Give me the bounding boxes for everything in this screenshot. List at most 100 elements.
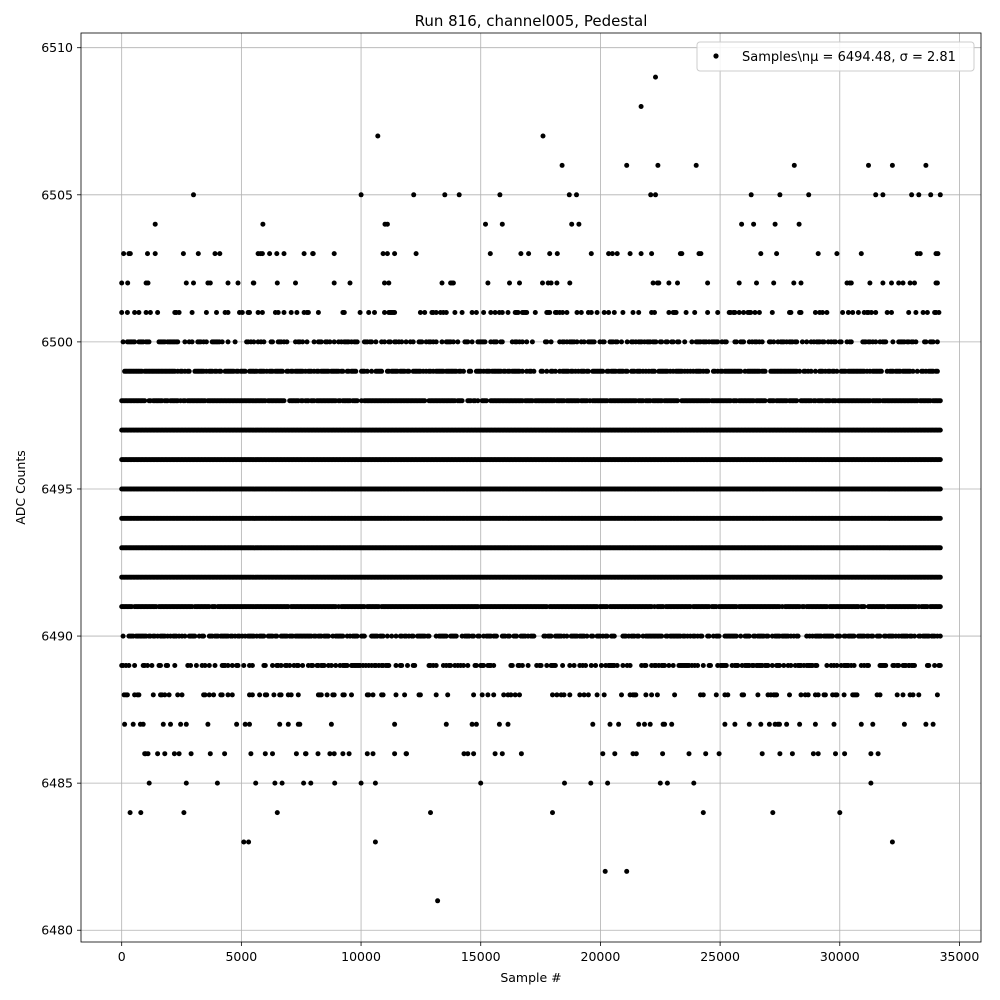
data-point [736,310,742,315]
data-point [920,310,926,315]
data-point [820,310,825,315]
data-point [387,339,393,345]
data-point [136,310,142,315]
data-point [124,310,130,315]
data-point [937,515,943,521]
data-point [469,339,475,345]
data-point [189,339,195,345]
data-point [624,339,630,345]
data-point [889,310,894,315]
data-point [588,310,594,315]
data-point [689,339,695,345]
data-point [540,368,545,374]
data-point [294,310,300,315]
data-point [619,339,624,345]
data-point [364,368,370,374]
data-point [715,339,721,345]
data-point [357,310,363,315]
data-point [934,368,940,374]
data-point [331,339,337,345]
data-point [494,339,499,345]
data-point [664,339,670,345]
data-point [529,339,535,345]
data-point [855,310,861,315]
data-point [705,310,711,315]
data-point [732,310,738,315]
data-point [288,310,294,315]
data-point [624,368,630,374]
data-point [225,310,231,315]
data-point [937,486,943,492]
data-point [403,339,409,345]
data-point [417,310,423,315]
data-point [519,368,525,374]
data-point [143,310,149,315]
data-point [132,339,138,345]
data-point [937,427,943,433]
data-point [547,310,553,315]
data-point [868,310,874,315]
data-point [280,368,285,374]
data-point [600,368,606,374]
data-point [452,310,458,315]
data-point [653,339,659,345]
data-point [484,398,489,404]
data-point [676,339,682,345]
data-point [924,310,930,315]
data-point [840,310,846,315]
data-point [304,339,310,345]
data-point [771,339,777,345]
data-point [406,368,412,374]
data-point [481,310,487,315]
data-point [225,339,231,345]
data-point [459,398,465,404]
data-point [499,310,505,315]
data-point [581,339,587,345]
data-point [756,310,762,315]
data-point [468,368,474,374]
data-point [799,339,805,345]
data-point [372,310,377,315]
data-point [788,310,794,315]
data-point [459,310,465,315]
data-point [670,339,676,345]
data-point [532,310,538,315]
data-point [433,339,439,345]
data-point [519,339,525,345]
data-point [419,339,425,345]
data-point [574,310,580,315]
data-point [636,310,642,315]
data-point [315,310,321,315]
data-point [937,545,943,551]
data-point [120,339,126,345]
data-point [798,310,804,315]
data-point [804,339,810,345]
data-point [890,339,896,345]
data-point [723,339,729,345]
data-point [182,339,188,345]
data-point [873,310,879,315]
data-point [683,310,689,315]
data-point [762,398,768,404]
data-point [505,310,511,315]
data-point [214,310,219,315]
data-point [906,310,912,315]
data-point [574,339,580,345]
data-point [614,339,620,345]
data-point [379,368,385,374]
data-point [251,339,257,345]
data-point [219,339,225,345]
data-point [353,368,359,374]
data-point [341,310,347,315]
data-point [692,310,698,315]
data-point [422,310,428,315]
data-point [259,310,265,315]
data-point [673,310,679,315]
data-point [232,339,238,345]
data-point [578,310,584,315]
data-point [560,310,566,315]
data-point [821,339,827,345]
data-point [666,310,672,315]
data-point [354,339,360,345]
